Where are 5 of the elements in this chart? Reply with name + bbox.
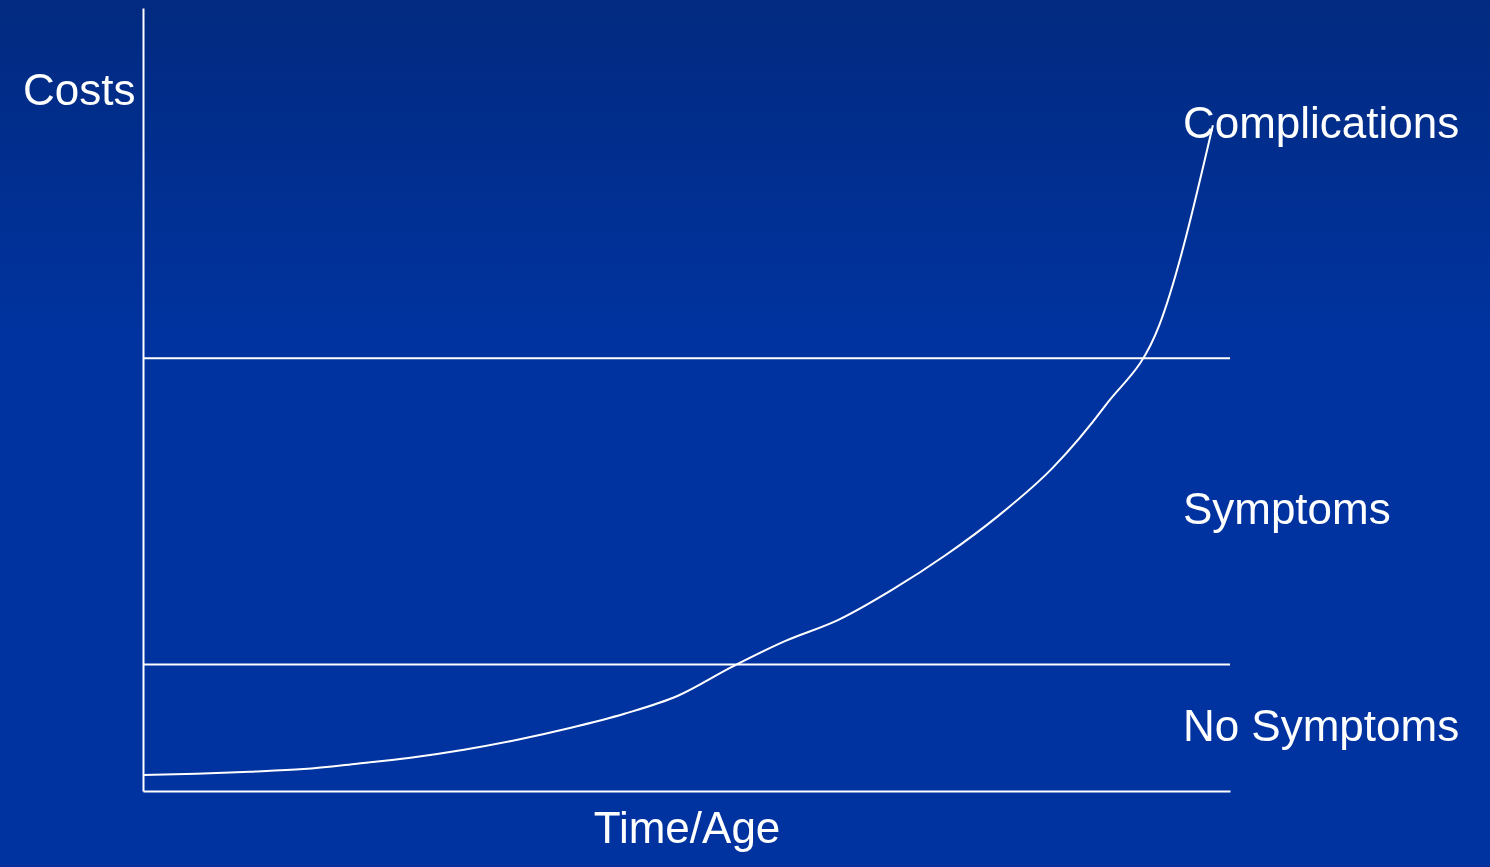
y-axis-title: Costs [23, 64, 136, 114]
annotation: No Symptoms [1182, 700, 1460, 750]
x-axis-title: Time/Age [593, 802, 781, 852]
annotation: Complications [1182, 98, 1460, 148]
annotation: Symptoms [1182, 484, 1391, 534]
